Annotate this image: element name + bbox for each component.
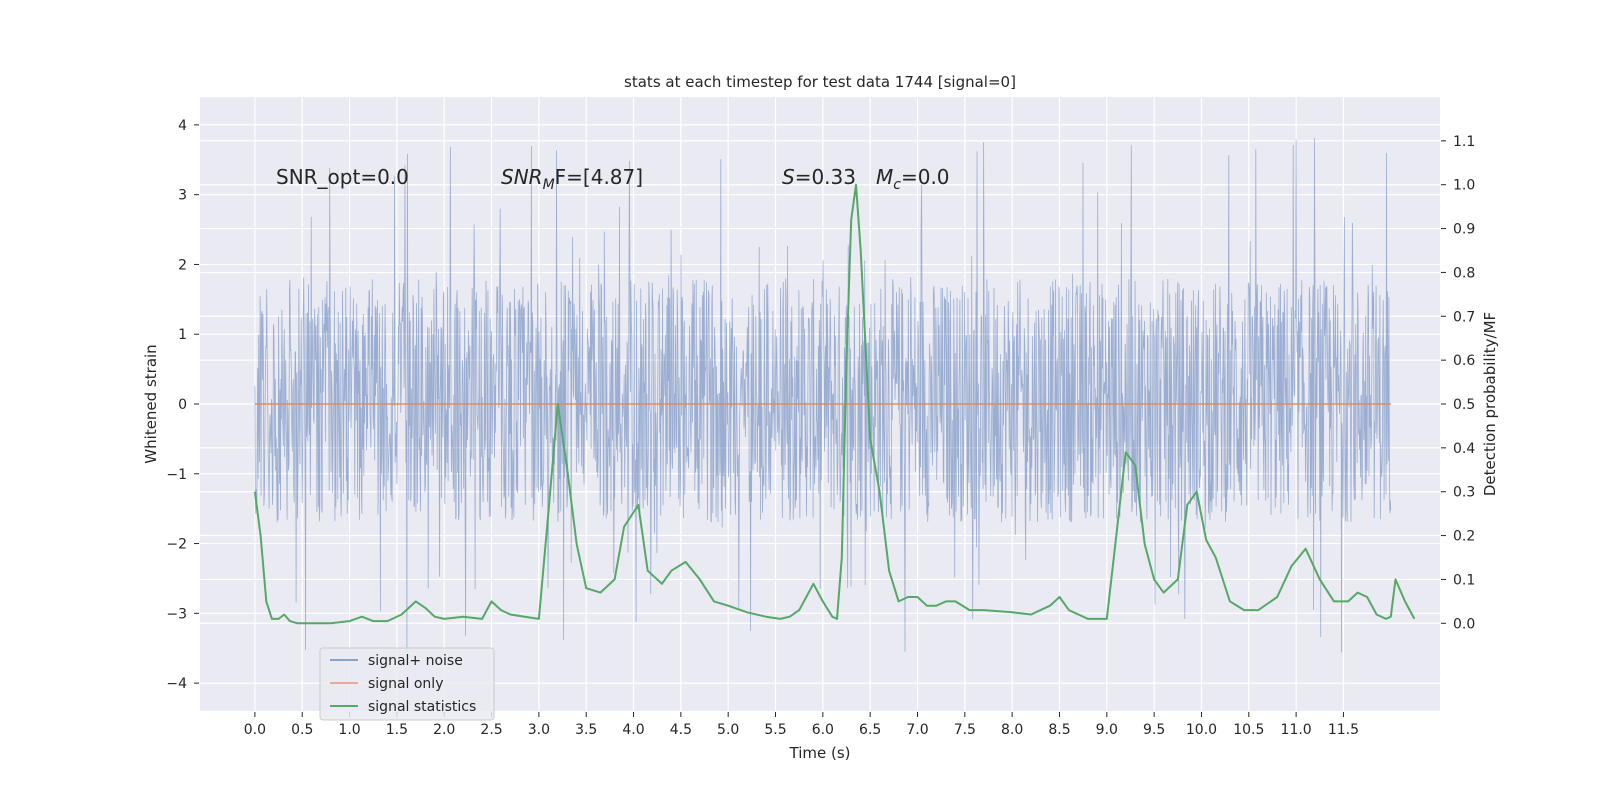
x-tick-label: 9.0 [1096, 722, 1118, 738]
legend: signal+ noise signal only signal statist… [319, 647, 495, 721]
series-signal-statistics [253, 183, 1416, 625]
annotation-mc-main: M [876, 165, 893, 189]
legend-label-signal-noise: signal+ noise [368, 653, 463, 669]
y-right-tick-label: 1.0 [1453, 178, 1475, 194]
y-right-tick-label: 0.0 [1453, 616, 1475, 632]
y-tick-label: 3 [178, 188, 187, 204]
y-tick-label: 1 [178, 327, 187, 343]
y-axis-label-right: Detection probability/MF [1481, 312, 1499, 496]
y-right-tick-label: 0.5 [1453, 397, 1475, 413]
x-tick-label: 2.0 [433, 722, 455, 738]
y-right-tick-label: 0.9 [1453, 222, 1475, 238]
y-tick-label: −4 [166, 676, 187, 692]
x-tick-label: 1.5 [386, 722, 408, 738]
annotation-s-main: S [782, 165, 795, 189]
x-axis-label: Time (s) [789, 744, 851, 762]
x-tick-label: 6.5 [859, 722, 881, 738]
y-right-tick-label: 0.7 [1453, 309, 1475, 325]
annotation-snr-mf-rest: F=[4.87] [555, 165, 643, 189]
x-tick-label: 0.0 [244, 722, 266, 738]
y-tick-label: 0 [178, 397, 187, 413]
annotation-s: S=0.33 [782, 165, 856, 189]
x-tick-label: 10.5 [1233, 722, 1264, 738]
legend-label-signal-statistics: signal statistics [368, 699, 476, 715]
y-right-tick-label: 0.6 [1453, 353, 1475, 369]
x-tick-label: 5.0 [717, 722, 739, 738]
noise-series [254, 138, 1392, 653]
x-tick-label: 11.0 [1281, 722, 1312, 738]
y-right-tick-label: 0.4 [1453, 441, 1475, 457]
x-tick-label: 6.0 [812, 722, 834, 738]
legend-box [319, 647, 495, 721]
x-tick-label: 9.5 [1143, 722, 1165, 738]
x-tick-label: 7.5 [954, 722, 976, 738]
x-tick-label: 0.5 [291, 722, 313, 738]
y-tick-label: 4 [178, 118, 187, 134]
y-right-tick-label: 1.1 [1453, 134, 1475, 150]
y-tick-label: −1 [166, 467, 187, 483]
chart-title: stats at each timestep for test data 174… [624, 73, 1016, 91]
x-tick-label: 5.5 [764, 722, 786, 738]
legend-label-signal-only: signal only [368, 676, 443, 692]
series-signal-noise [254, 138, 1392, 653]
x-tick-label: 8.0 [1001, 722, 1023, 738]
y-axis-label: Whitened strain [142, 344, 160, 463]
line-series [253, 183, 1416, 625]
x-tick-label: 3.5 [575, 722, 597, 738]
annotation-snr-opt: SNR_opt=0.0 [276, 165, 409, 189]
x-tick-label: 4.5 [670, 722, 692, 738]
annotation-snr-mf-main: SNR [501, 165, 543, 189]
annotation-s-rest: =0.33 [795, 165, 856, 189]
annotation-mc-sub: c [893, 177, 901, 193]
ticks: 0.0 0.5 1.0 1.5 2.0 2.5 3.0 3.5 4.0 4.5 5.0 5.5 6.0 6… [166, 118, 1475, 738]
annotation-mc-rest: =0.0 [901, 165, 950, 189]
annotation-snr-mf: SNRMF=[4.87] [501, 165, 643, 193]
y-tick-label: −3 [166, 606, 187, 622]
x-tick-label: 7.0 [906, 722, 928, 738]
x-tick-label: 1.0 [338, 722, 360, 738]
y-tick-label: −2 [166, 537, 187, 553]
y-right-tick-label: 0.1 [1453, 572, 1475, 588]
x-tick-label: 4.0 [622, 722, 644, 738]
y-tick-label: 2 [178, 257, 187, 273]
x-tick-label: 2.5 [480, 722, 502, 738]
x-tick-label: 8.5 [1048, 722, 1070, 738]
x-tick-label: 10.0 [1186, 722, 1217, 738]
y-right-tick-label: 0.3 [1453, 485, 1475, 501]
y-right-tick-label: 0.2 [1453, 529, 1475, 545]
x-tick-label: 11.5 [1328, 722, 1359, 738]
annotation-mc: Mc=0.0 [876, 165, 950, 193]
x-tick-label: 3.0 [528, 722, 550, 738]
y-right-tick-label: 0.8 [1453, 265, 1475, 281]
annotation-snr-mf-sub: M [543, 177, 555, 193]
